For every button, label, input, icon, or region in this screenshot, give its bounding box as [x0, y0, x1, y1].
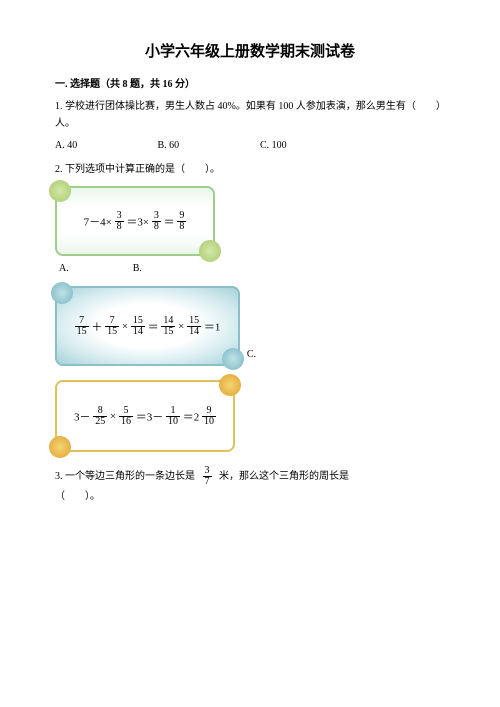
- page-title: 小学六年级上册数学期末测试卷: [55, 40, 445, 61]
- flourish-icon: [49, 180, 71, 202]
- q2-expr-c: 715 ＋ 715 × 1514 ＝ 1415 × 1514 ＝1: [75, 316, 221, 337]
- q1-option-b: B. 60: [158, 140, 258, 151]
- q2-card-a: 7－4× 38 ＝3× 38 ＝ 98: [55, 186, 215, 256]
- q1-options: A. 40 B. 60 C. 100: [55, 140, 445, 151]
- q1-option-a: A. 40: [55, 140, 155, 151]
- q2-option-c-wrap: 715 ＋ 715 × 1514 ＝ 1415 × 1514 ＝1 C.: [55, 286, 445, 366]
- flourish-icon: [51, 282, 73, 304]
- flourish-icon: [49, 436, 71, 458]
- q1-option-c: C. 100: [260, 140, 360, 151]
- q2-option-a-wrap: 7－4× 38 ＝3× 38 ＝ 98 A. B.: [55, 186, 445, 274]
- q2-expr-a: 7－4× 38 ＝3× 38 ＝ 98: [84, 211, 187, 232]
- flourish-icon: [219, 374, 241, 396]
- section-header: 一. 选择题（共 8 题，共 16 分）: [55, 75, 445, 90]
- q2-card-d: 3－ 825 × 516 ＝3－ 110 ＝2 910: [55, 380, 235, 452]
- q2-label-b: B.: [133, 263, 142, 274]
- flourish-icon: [222, 348, 244, 370]
- question-3: 3. 一个等边三角形的一条边长是 37 米，那么这个三角形的周长是 （ ）。: [55, 466, 445, 507]
- q2-expr-d: 3－ 825 × 516 ＝3－ 110 ＝2 910: [74, 406, 216, 427]
- question-2: 2. 下列选项中计算正确的是（ ）。: [55, 161, 445, 178]
- flourish-icon: [199, 240, 221, 262]
- q2-option-d-wrap: 3－ 825 × 516 ＝3－ 110 ＝2 910: [55, 380, 445, 452]
- q2-card-c: 715 ＋ 715 × 1514 ＝ 1415 × 1514 ＝1 C.: [55, 286, 240, 366]
- q2-label-c: C.: [247, 349, 256, 360]
- q2-label-a: A.: [59, 263, 69, 274]
- question-1: 1. 学校进行团体操比赛，男生人数占 40%。如果有 100 人参加表演，那么男…: [55, 98, 445, 132]
